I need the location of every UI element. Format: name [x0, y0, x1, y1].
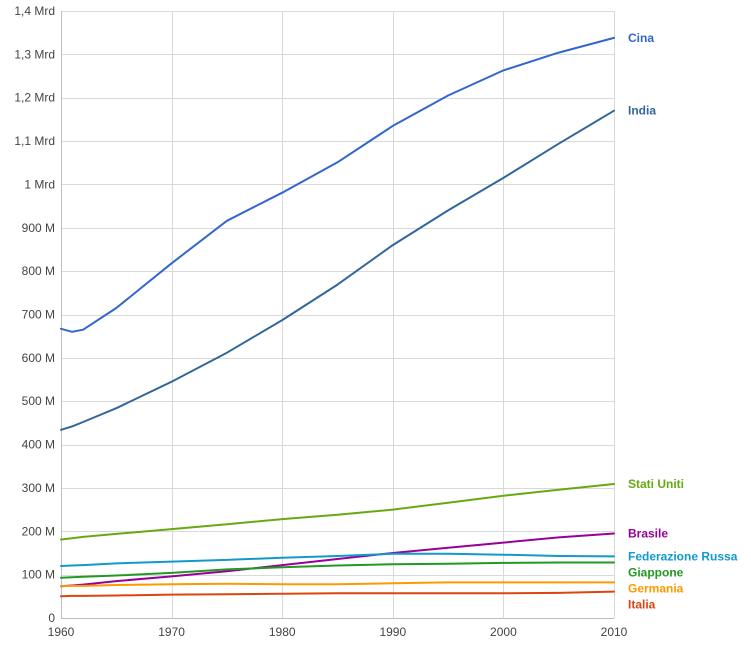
series-line-cina [60, 36, 615, 333]
y-tick-label: 400 M [22, 438, 55, 452]
series-line-giappone [60, 561, 615, 579]
grid [61, 11, 615, 618]
y-tick-label: 300 M [22, 481, 55, 495]
series-label-cina: Cina [628, 31, 654, 45]
y-tick-label: 800 M [22, 264, 55, 278]
y-axis-tick-labels: 0 100 M 200 M 300 M 400 M 500 M 600 M 700 M 800 … [14, 4, 55, 625]
series-label-germania: Germania [628, 581, 684, 595]
y-tick-label: 1,4 Mrd [14, 4, 55, 18]
y-tick-label: 0 [48, 611, 55, 625]
series-label-stati-uniti: Stati Uniti [628, 477, 684, 491]
series-label-india: India [628, 104, 656, 118]
series-lines [60, 36, 615, 598]
y-tick-label: 1,2 Mrd [14, 91, 55, 105]
series-line-brasile [60, 532, 615, 588]
series-label-giappone: Giappone [628, 565, 684, 579]
x-axis-tick-labels: 1960 1970 1980 1990 2000 2010 [48, 625, 628, 639]
y-tick-label: 600 M [22, 351, 55, 365]
y-tick-label: 700 M [22, 308, 55, 322]
y-tick-label: 1,1 Mrd [14, 134, 55, 148]
y-tick-label: 100 M [22, 568, 55, 582]
y-tick-label: 200 M [22, 524, 55, 538]
x-tick-label: 2000 [490, 625, 517, 639]
y-tick-label: 1 Mrd [24, 177, 55, 191]
series-label-brasile: Brasile [628, 526, 668, 540]
series-line-india [60, 109, 615, 431]
x-tick-label: 1960 [48, 625, 75, 639]
series-labels: Cina India Stati Uniti Brasile Federazione R… [628, 31, 738, 612]
series-label-federazione-russa: Federazione Russa [628, 549, 738, 563]
axes [61, 11, 614, 619]
series-label-italia: Italia [628, 597, 656, 611]
series-line-stati-uniti [60, 483, 615, 541]
x-tick-label: 1970 [158, 625, 185, 639]
series-line-italia [60, 590, 615, 598]
y-tick-label: 900 M [22, 221, 55, 235]
series-line-federazione-russa [60, 552, 615, 567]
x-tick-label: 2010 [601, 625, 628, 639]
x-tick-label: 1980 [269, 625, 296, 639]
series-line-germania [60, 581, 615, 588]
y-tick-label: 500 M [22, 394, 55, 408]
x-tick-label: 1990 [379, 625, 406, 639]
y-tick-label: 1,3 Mrd [14, 47, 55, 61]
